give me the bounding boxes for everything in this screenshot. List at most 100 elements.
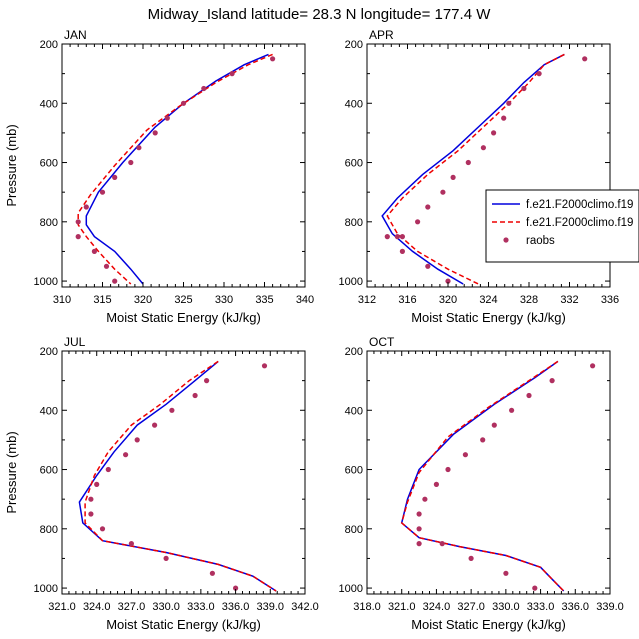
legend-entry-label: raobs xyxy=(526,235,555,247)
legend: f.e21.F2000climo.f19 f.e21.F2000climo.f19… xyxy=(485,189,639,263)
jan-series-solid-line xyxy=(85,53,269,285)
jan-y-axis-label: Pressure (mb) xyxy=(4,124,19,206)
oct-raob-point xyxy=(439,541,445,547)
oct-ytick-label: 1000 xyxy=(339,583,363,595)
oct-raob-point xyxy=(416,511,422,517)
jan-raob-point xyxy=(128,159,134,166)
jan-raob-point xyxy=(83,204,89,210)
jan-series-dashed-line xyxy=(77,53,273,285)
jul-raob-point xyxy=(105,466,111,473)
jul-ytick-label: 1000 xyxy=(34,583,58,595)
apr-series-solid-line xyxy=(381,53,565,285)
oct-raob-point xyxy=(590,363,596,369)
apr-xtick-label: 312 xyxy=(358,294,376,306)
jan-xtick-label: 330 xyxy=(215,294,233,306)
jul-xtick-label: 321.0 xyxy=(48,601,76,613)
jan-xtick-label: 320 xyxy=(134,294,152,306)
jan-raob-point xyxy=(112,278,118,284)
legend-entry-label: f.e21.F2000climo.f19 xyxy=(526,217,633,229)
jul-series-dashed-line xyxy=(84,360,277,592)
oct-x-axis-label: Moist Static Energy (kJ/kg) xyxy=(411,617,566,632)
apr-raob-point xyxy=(399,248,405,254)
apr-raob-point xyxy=(536,71,542,77)
apr-raob-point xyxy=(480,145,486,151)
apr-xtick-label: 324 xyxy=(479,294,497,306)
panel-oct: 318.0 321.0 324.0 327.0 330.0 333.0 336.0 339.0… xyxy=(339,335,624,632)
jul-raob-point xyxy=(169,407,175,413)
jul-ytick-label: 400 xyxy=(40,405,58,417)
jan-ytick-label: 800 xyxy=(40,217,58,229)
jan-ytick-label: 1000 xyxy=(34,276,58,288)
panel-jul: 321.0 324.0 327.0 330.0 333.0 336.0 339.0 342.0… xyxy=(4,335,319,632)
oct-xtick-label: 333.0 xyxy=(527,601,555,613)
oct-raob-point xyxy=(422,496,428,502)
oct-ytick-label: 200 xyxy=(345,346,363,358)
apr-raob-point xyxy=(394,234,400,240)
jul-ytick-label: 600 xyxy=(40,465,58,477)
jul-xtick-label: 327.0 xyxy=(118,601,146,613)
jul-raob-point xyxy=(163,555,169,562)
apr-raob-point xyxy=(399,234,405,240)
jul-plot-frame xyxy=(61,350,306,595)
oct-raob-point xyxy=(491,422,497,428)
oct-series-dashed-line xyxy=(400,360,565,592)
jul-xtick-label: 336.0 xyxy=(222,601,250,613)
apr-raob-point xyxy=(384,234,390,240)
oct-xtick-label: 330.0 xyxy=(492,601,520,613)
jan-raob-point xyxy=(91,248,97,254)
jan-raob-point xyxy=(164,115,170,121)
oct-plot-frame xyxy=(366,350,611,595)
panels: 310 315 320 325 330 335 340 200 400 600 800 1000 JAN… xyxy=(4,28,624,632)
jan-ytick-label: 600 xyxy=(40,158,58,170)
jul-series-solid-line xyxy=(78,360,277,592)
jul-raob-point xyxy=(128,541,134,547)
oct-raob-point xyxy=(549,378,555,384)
jul-x-axis-label: Moist Static Energy (kJ/kg) xyxy=(106,617,261,632)
jan-x-axis-label: Moist Static Energy (kJ/kg) xyxy=(106,310,261,325)
oct-series-solid-line xyxy=(400,360,565,592)
apr-xtick-label: 328 xyxy=(520,294,538,306)
jul-ytick-label: 800 xyxy=(40,524,58,536)
legend-box xyxy=(485,189,639,263)
jul-raob-point xyxy=(261,363,268,369)
jul-raob-point xyxy=(152,422,158,428)
oct-xtick-label: 339.0 xyxy=(596,601,624,613)
jan-panel-title: JAN xyxy=(64,28,87,42)
jan-raob-point xyxy=(75,234,81,240)
jul-xtick-label: 342.0 xyxy=(291,601,319,613)
oct-ytick-label: 600 xyxy=(345,465,363,477)
jan-ytick-label: 200 xyxy=(40,39,58,51)
oct-panel-title: OCT xyxy=(369,335,395,349)
jan-raob-point xyxy=(180,100,187,106)
apr-ytick-label: 800 xyxy=(345,217,363,229)
jan-xtick-label: 335 xyxy=(255,294,273,306)
figure-title: Midway_Island latitude= 28.3 N longitude… xyxy=(148,6,492,23)
jan-xtick-label: 340 xyxy=(296,294,314,306)
panel-jan: 310 315 320 325 330 335 340 200 400 600 800 1000 JAN… xyxy=(4,28,314,325)
jul-xtick-label: 324.0 xyxy=(83,601,111,613)
apr-raob-point xyxy=(582,56,588,62)
jan-raob-point xyxy=(103,263,110,269)
oct-xtick-label: 324.0 xyxy=(423,601,451,613)
jul-xtick-label: 339.0 xyxy=(257,601,285,613)
jul-raob-point xyxy=(94,481,100,487)
oct-raob-point xyxy=(416,526,422,532)
apr-raob-point xyxy=(501,115,507,121)
oct-xtick-label: 336.0 xyxy=(562,601,590,613)
jan-raob-point xyxy=(136,145,142,151)
apr-raob-point xyxy=(425,263,431,269)
jul-raob-point xyxy=(204,378,210,384)
jul-y-axis-label: Pressure (mb) xyxy=(4,431,19,513)
oct-xtick-label: 321.0 xyxy=(388,601,416,613)
oct-raob-point xyxy=(503,570,509,576)
oct-raob-point xyxy=(509,407,515,413)
apr-raob-point xyxy=(491,130,497,136)
apr-raob-point xyxy=(521,85,527,92)
legend-raobs-marker xyxy=(503,237,509,243)
apr-ytick-label: 1000 xyxy=(339,276,363,288)
apr-raob-point xyxy=(445,278,451,284)
jan-raob-point xyxy=(201,85,207,92)
oct-xtick-label: 318.0 xyxy=(353,601,381,613)
jan-xtick-label: 315 xyxy=(93,294,111,306)
